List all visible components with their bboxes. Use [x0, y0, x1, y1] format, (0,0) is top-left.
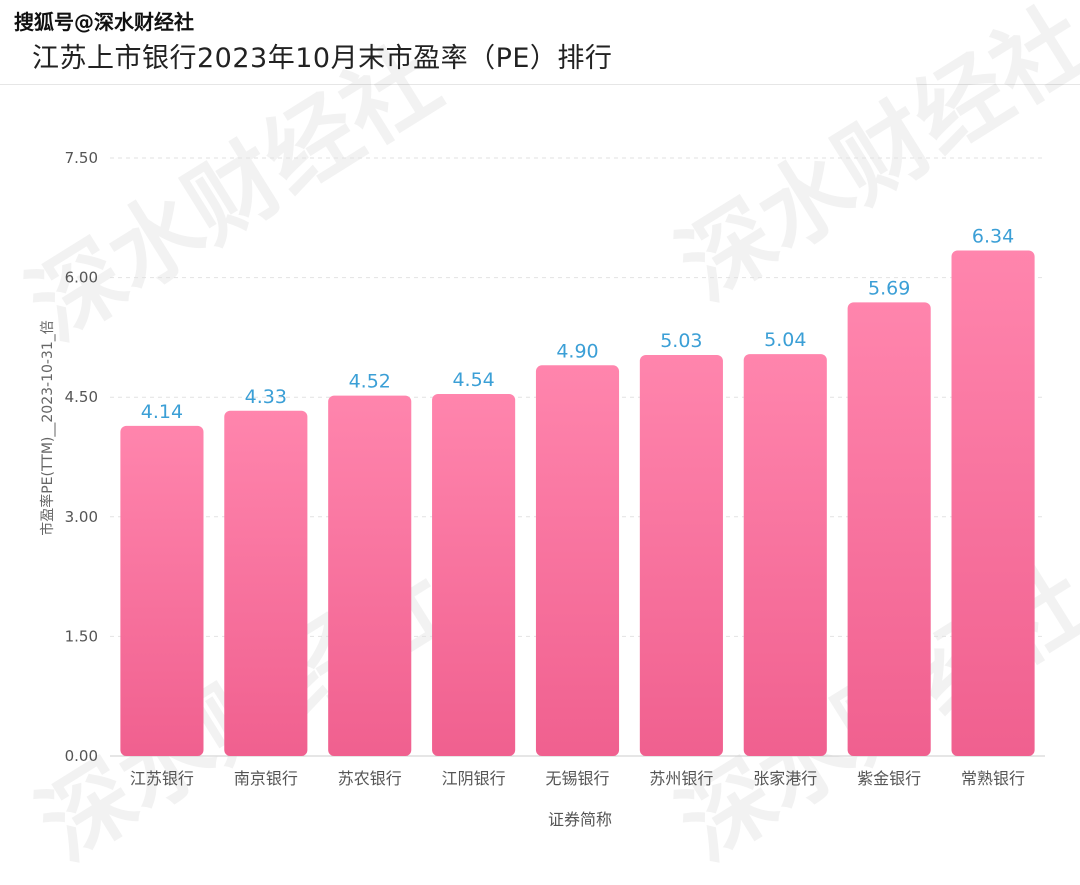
bar-value-label: 5.03 [660, 330, 702, 352]
x-tick-label: 江阴银行 [442, 769, 506, 788]
bar [224, 410, 308, 756]
y-tick-label: 7.50 [65, 149, 98, 167]
y-tick-label: 4.50 [65, 388, 98, 406]
bar [432, 394, 516, 756]
x-tick-label: 常熟银行 [961, 769, 1025, 788]
x-tick-label: 紫金银行 [857, 769, 921, 788]
x-tick-label: 苏农银行 [338, 769, 402, 788]
bar [328, 395, 412, 756]
bar-value-label: 4.90 [556, 340, 598, 362]
chart-title: 江苏上市银行2023年10月末市盈率（PE）排行 [32, 43, 613, 74]
bar-value-label: 4.14 [141, 401, 183, 423]
bar-value-label: 5.04 [764, 329, 806, 351]
bar [847, 302, 931, 756]
title-divider [0, 84, 1080, 85]
bar-value-label: 4.33 [245, 386, 287, 408]
bar [639, 354, 723, 756]
bar [951, 250, 1035, 756]
x-tick-label: 张家港行 [753, 769, 817, 788]
x-tick-label: 南京银行 [234, 769, 298, 788]
bar-value-label: 5.69 [868, 277, 910, 299]
bar-value-label: 4.54 [452, 369, 494, 391]
y-tick-label: 1.50 [65, 627, 98, 645]
y-tick-label: 3.00 [65, 508, 98, 526]
bar [743, 354, 827, 756]
bar-value-label: 6.34 [972, 225, 1014, 247]
x-tick-label: 江苏银行 [130, 769, 194, 788]
x-tick-label: 无锡银行 [545, 769, 609, 788]
source-tag: 搜狐号@深水财经社 [14, 10, 194, 34]
y-tick-label: 0.00 [65, 747, 98, 765]
bar [120, 425, 204, 756]
bar-chart: 0.00 1.50 3.00 4.50 6.00 7.50 4.14 江苏银行 4.33 南京银行… [65, 149, 1045, 788]
x-tick-label: 苏州银行 [649, 769, 713, 788]
x-axis-label: 证券简称 [547, 810, 613, 829]
bar-value-label: 4.52 [349, 371, 391, 393]
y-axis-label: 市盈率PE(TTM)__2023-10-31_倍 [40, 320, 56, 536]
y-tick-label: 6.00 [65, 269, 98, 287]
bar [535, 365, 620, 756]
